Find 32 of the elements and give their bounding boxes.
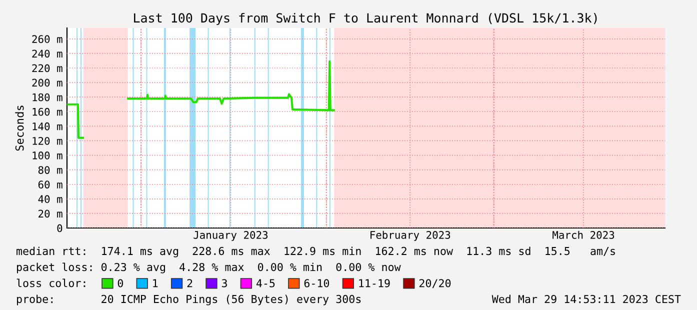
y-tick-label: 260 m	[32, 35, 62, 44]
chart-title: Last 100 Days from Switch F to Laurent Monnard (VDSL 15k/1.3k)	[134, 12, 597, 26]
legend-label: 1	[153, 279, 158, 288]
y-tick-label: 120 m	[32, 136, 62, 145]
legend-label: 2	[187, 279, 192, 288]
y-tick-label: 140 m	[32, 122, 62, 130]
y-tick-label: 80 m	[38, 166, 62, 174]
y-tick-label: 40 m	[38, 195, 62, 204]
y-tick-label: 0	[57, 224, 62, 232]
legend-label: 20/20	[419, 279, 451, 288]
legend-label: 3	[222, 279, 227, 288]
y-tick-label: 60 m	[38, 180, 62, 188]
y-tick-label: 100 m	[32, 152, 62, 160]
legend-label: 4-5	[256, 279, 275, 288]
y-tick-label: 160 m	[32, 108, 62, 116]
y-tick-label: 180 m	[32, 93, 62, 102]
y-tick-label: 220 m	[32, 64, 62, 72]
text: Wed Mar 29 14:53:11 2023 CEST	[492, 294, 681, 304]
x-tick-label: February 2023	[370, 230, 450, 241]
x-tick-label: March 2023	[552, 230, 614, 239]
y-tick-label: 20 m	[38, 210, 62, 218]
legend-label: 0	[118, 279, 123, 288]
x-tick-label: January 2023	[194, 231, 268, 241]
legend-title: loss color:	[16, 278, 86, 288]
y-tick-label: 200 m	[32, 78, 62, 87]
legend-label: 6-10	[304, 279, 330, 288]
y-axis-title: Seconds	[15, 106, 24, 151]
text: probe: 20 ICMP Echo Pings (56 Bytes) every 300s	[17, 294, 361, 306]
text: median rtt: 174.1 ms avg 228.6 ms max 122.9 ms min 162.2 ms now 11.3 ms sd 15.5 am/s	[16, 246, 615, 258]
text: packet loss: 0.23 % avg 4.28 % max 0.00 % min 0.00 % now	[17, 262, 401, 274]
legend-label: 11-19	[359, 279, 390, 288]
y-tick-label: 240 m	[32, 50, 62, 58]
